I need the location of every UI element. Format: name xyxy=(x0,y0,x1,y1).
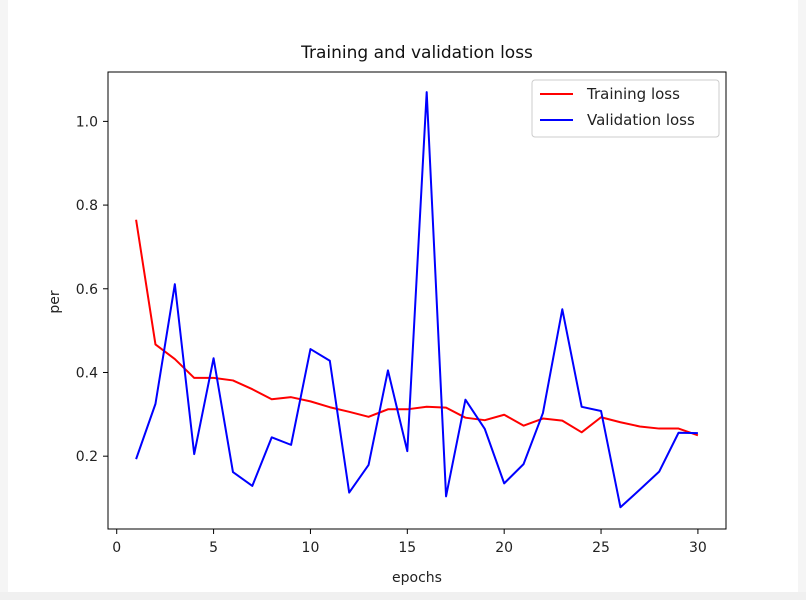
x-tick-label: 0 xyxy=(112,540,121,556)
legend-label-training: Training loss xyxy=(586,85,680,103)
validation-loss-line xyxy=(136,92,698,507)
ticks-layer: 0 5 10 15 20 25 30 0.2 0.4 0.6 0.8 1.0 xyxy=(76,114,707,556)
x-axis-label: epochs xyxy=(392,570,442,586)
y-tick-label: 0.8 xyxy=(76,198,98,214)
y-tick-label: 0.6 xyxy=(76,282,98,298)
y-tick-label: 0.4 xyxy=(76,365,98,381)
x-tick-label: 10 xyxy=(302,540,320,556)
legend: Training loss Validation loss xyxy=(532,80,719,137)
loss-chart: Training and validation loss epochs per … xyxy=(0,0,806,600)
y-axis-label: per xyxy=(47,290,63,314)
legend-label-validation: Validation loss xyxy=(587,111,695,129)
plot-area-border xyxy=(108,72,726,529)
series-layer xyxy=(136,92,698,507)
x-tick-label: 30 xyxy=(689,540,707,556)
x-tick-label: 15 xyxy=(398,540,416,556)
chart-title: Training and validation loss xyxy=(300,43,533,63)
x-tick-label: 25 xyxy=(592,540,610,556)
x-tick-label: 5 xyxy=(209,540,218,556)
y-tick-label: 0.2 xyxy=(76,449,98,465)
x-tick-label: 20 xyxy=(495,540,513,556)
y-tick-label: 1.0 xyxy=(76,114,98,130)
